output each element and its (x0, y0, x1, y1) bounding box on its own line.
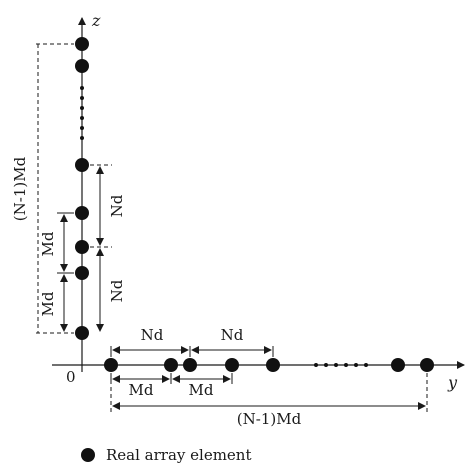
ellipsis-dot (324, 363, 328, 367)
vertical-nd-lower-label: Nd (108, 279, 126, 302)
vertical-total-label: (N-1)Md (11, 156, 29, 221)
array-element (75, 206, 89, 220)
z-axis-label: z (91, 11, 101, 30)
legend: Real array element (81, 446, 252, 464)
ellipsis-dot (80, 116, 84, 120)
y-axis-label: y (447, 373, 458, 392)
horizontal-md-left-label: Md (129, 381, 154, 399)
ellipsis-dot (334, 363, 338, 367)
array-element (75, 326, 89, 340)
vertical-nd-upper-dimension: Nd (90, 164, 126, 248)
origin-label: 0 (66, 368, 76, 386)
array-element (183, 358, 197, 372)
vertical-md-upper-dimension: Md (39, 212, 74, 274)
ellipsis-dot (80, 86, 84, 90)
ellipsis-dot (364, 363, 368, 367)
horizontal-total-label: (N-1)Md (237, 410, 302, 428)
y-array-elements (104, 358, 434, 372)
ellipsis-dot (80, 96, 84, 100)
vertical-md-lower-dimension: Md (39, 274, 68, 332)
ellipsis-dot (80, 136, 84, 140)
horizontal-nd-left-label: Nd (141, 326, 164, 344)
z-array-elements (75, 37, 89, 340)
array-element (266, 358, 280, 372)
ellipsis-dot (344, 363, 348, 367)
ellipsis-dot (354, 363, 358, 367)
legend-label: Real array element (106, 446, 252, 464)
horizontal-nd-right-label: Nd (221, 326, 244, 344)
array-element (75, 59, 89, 73)
vertical-nd-upper-label: Nd (108, 194, 126, 217)
horizontal-md-right-label: Md (189, 381, 214, 399)
vertical-md-lower-label: Md (39, 291, 57, 316)
vertical-nd-lower-dimension: Nd (96, 248, 126, 332)
ellipsis-dot (314, 363, 318, 367)
array-element (75, 266, 89, 280)
ellipsis-dot (80, 126, 84, 130)
array-element (75, 240, 89, 254)
array-element (104, 358, 118, 372)
vertical-md-upper-label: Md (39, 231, 57, 256)
horizontal-nd-dimensions: Nd Nd (110, 326, 274, 357)
ellipsis-dot (80, 106, 84, 110)
horizontal-total-dimension: (N-1)Md (110, 373, 428, 428)
legend-marker (81, 448, 95, 462)
array-element (225, 358, 239, 372)
array-element (164, 358, 178, 372)
array-element (75, 158, 89, 172)
array-element (75, 37, 89, 51)
array-element (420, 358, 434, 372)
vertical-total-dimension: (N-1)Md (11, 43, 74, 334)
horizontal-md-dimensions: Md Md (110, 373, 233, 399)
array-element (391, 358, 405, 372)
